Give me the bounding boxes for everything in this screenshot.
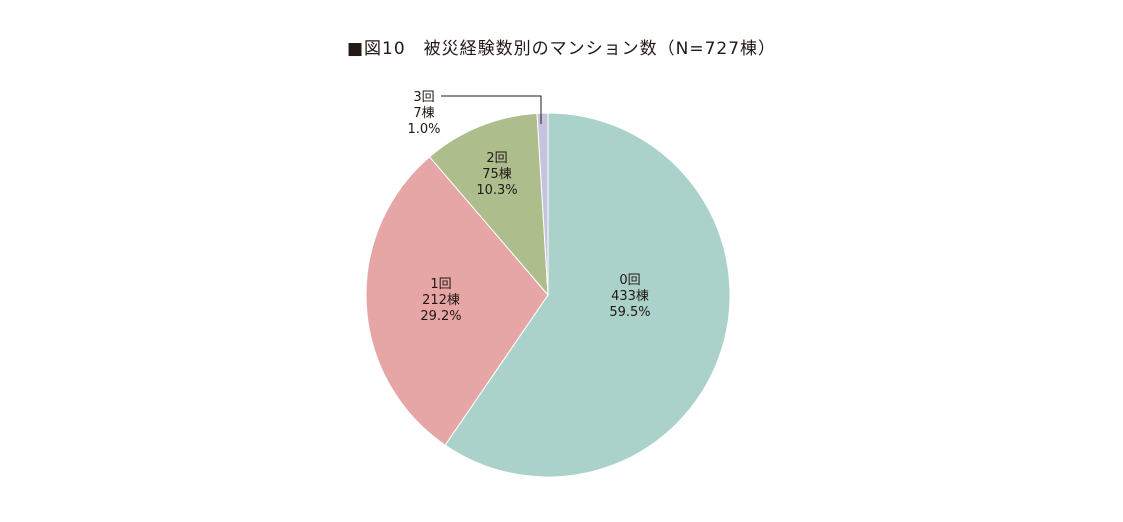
chart-title: ■図10 被災経験数別のマンション数（N=727棟）: [346, 39, 777, 59]
slice-label-0-percent: 59.5%: [609, 305, 650, 320]
slice-label-1-name: 1回: [430, 277, 451, 292]
pie-slice-1: [365, 156, 549, 446]
slice-label-0-count: 433棟: [611, 289, 649, 304]
slice-label-1: 1回 212棟 29.2%: [420, 277, 461, 324]
slice-label-0-name: 0回: [619, 273, 640, 288]
slice-label-2-count: 75棟: [482, 167, 512, 182]
slice-label-3-percent: 1.0%: [407, 122, 440, 137]
slice-label-0: 0回 433棟 59.5%: [609, 273, 650, 320]
slice-label-2: 2回 75棟 10.3%: [476, 151, 517, 198]
slice-label-3: 3回 7棟 1.0%: [407, 90, 440, 137]
slice-label-3-count: 7棟: [413, 106, 434, 121]
pie-slice-3: [536, 112, 549, 296]
pie-slice-0: [444, 112, 731, 478]
slice-label-2-name: 2回: [486, 151, 507, 166]
leader-line-3: [441, 95, 542, 124]
slice-label-2-percent: 10.3%: [476, 183, 517, 198]
slice-label-1-count: 212棟: [422, 293, 460, 308]
slice-label-3-name: 3回: [413, 90, 434, 105]
pie-slice-2: [428, 112, 549, 297]
slice-label-1-percent: 29.2%: [420, 309, 461, 324]
pie-slices: [365, 112, 731, 478]
